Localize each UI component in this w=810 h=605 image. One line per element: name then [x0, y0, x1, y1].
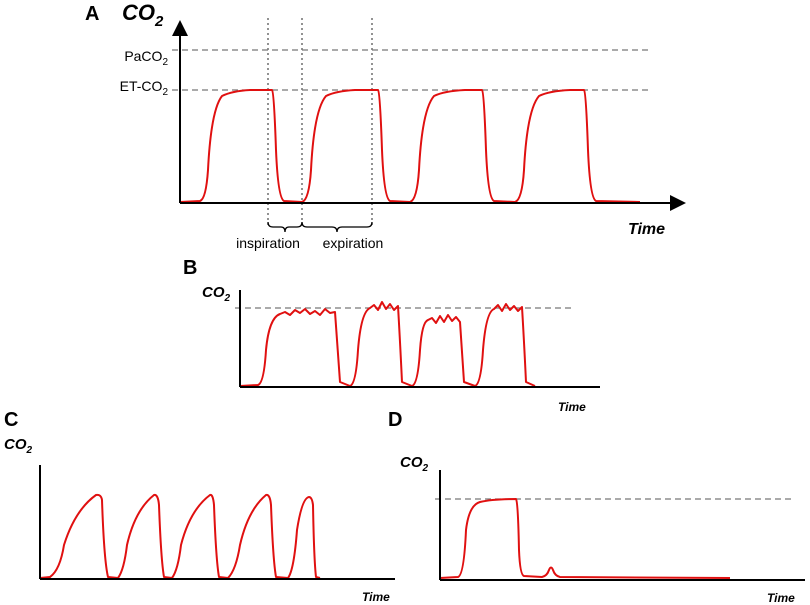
y-axis-label: CO2 — [400, 454, 429, 474]
x-axis-label: Time — [558, 400, 586, 414]
label-sub: 2 — [154, 13, 164, 30]
x-axis-label: Time — [628, 221, 665, 238]
waveform — [439, 498, 731, 579]
phase-bracket — [267, 221, 373, 233]
paco2-label: PaCO2 — [124, 48, 168, 68]
label-sub: 2 — [422, 463, 429, 474]
panel-label: D — [388, 409, 402, 431]
y-axis-label: CO2 — [122, 0, 164, 30]
label-sub: 2 — [224, 293, 231, 304]
phase-label: inspiration — [236, 235, 300, 251]
label-sub: 2 — [26, 445, 33, 456]
panel-a: A CO2 PaCO2 ET-CO2 inspiration expiratio… — [85, 0, 686, 251]
panel-c: C CO2 Time — [4, 409, 395, 604]
waveform — [39, 493, 321, 579]
etco2-label: ET-CO2 — [120, 78, 169, 98]
x-axis-label: Time — [767, 591, 795, 605]
panel-d: D CO2 Time — [388, 409, 805, 605]
y-axis-label: CO2 — [4, 436, 33, 456]
label-main: ET-CO — [120, 78, 163, 94]
label-main: CO — [202, 284, 225, 301]
waveform — [179, 89, 641, 203]
label-sub: 2 — [162, 57, 168, 68]
label-main: CO — [4, 436, 27, 453]
label-sub: 2 — [162, 87, 168, 98]
panel-label: C — [4, 409, 18, 431]
waveform — [239, 301, 536, 387]
label-main: CO — [122, 0, 155, 25]
label-main: CO — [400, 454, 423, 471]
panel-label: B — [183, 257, 197, 279]
y-axis-label: CO2 — [202, 284, 231, 304]
panel-label: A — [85, 3, 99, 25]
panel-b: B CO2 Time — [183, 257, 600, 414]
phase-label: expiration — [323, 235, 384, 251]
label-main: PaCO — [124, 48, 162, 64]
x-axis-label: Time — [362, 590, 390, 604]
